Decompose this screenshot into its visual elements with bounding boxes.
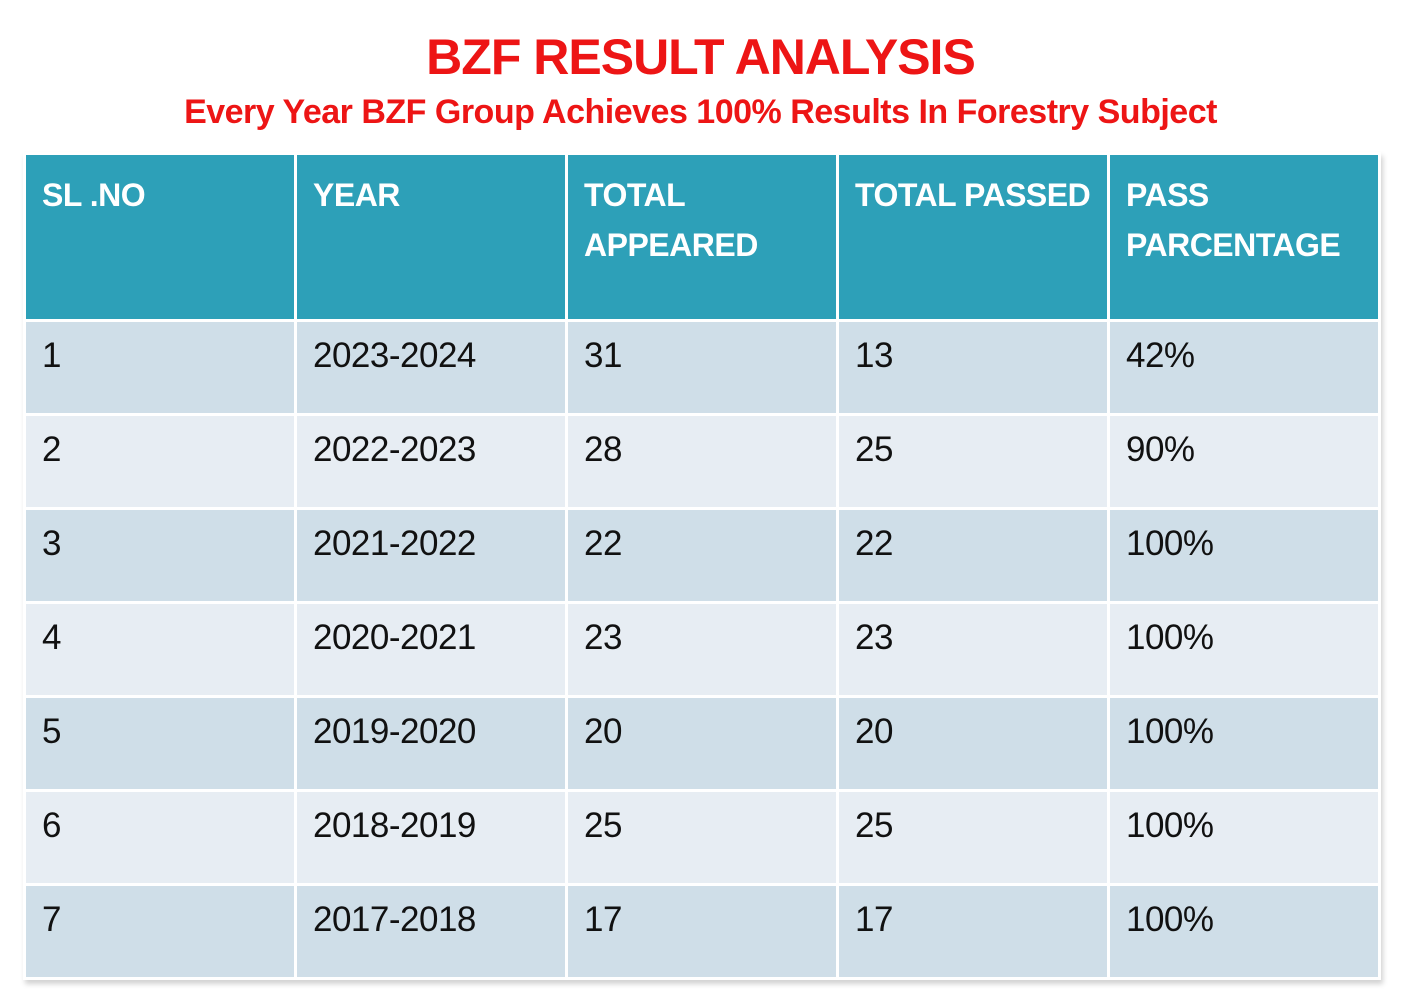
column-header: TOTAL APPEARED	[568, 155, 836, 319]
table-row: 2 2022-2023 28 25 90%	[26, 416, 1378, 507]
table-cell: 2022-2023	[297, 416, 565, 507]
table-cell: 100%	[1110, 886, 1378, 977]
table-row: 1 2023-2024 31 13 42%	[26, 322, 1378, 413]
table-cell: 2	[26, 416, 294, 507]
table-body: 1 2023-2024 31 13 42% 2 2022-2023 28 25 90% 3 2021-…	[26, 322, 1378, 977]
table-cell: 90%	[1110, 416, 1378, 507]
table-cell: 23	[839, 604, 1107, 695]
table-cell: 13	[839, 322, 1107, 413]
table-row: 6 2018-2019 25 25 100%	[26, 792, 1378, 883]
column-header: YEAR	[297, 155, 565, 319]
slide-subtitle: Every Year BZF Group Achieves 100% Resul…	[184, 93, 1217, 131]
table-cell: 100%	[1110, 792, 1378, 883]
table-cell: 100%	[1110, 510, 1378, 601]
table-row: 3 2021-2022 22 22 100%	[26, 510, 1378, 601]
table-cell: 3	[26, 510, 294, 601]
table-header: SL .NO YEAR TOTAL APPEARED TOTAL PASSED PASS…	[26, 155, 1378, 319]
table-cell: 23	[568, 604, 836, 695]
table-cell: 17	[568, 886, 836, 977]
table-cell: 22	[568, 510, 836, 601]
table-cell: 20	[568, 698, 836, 789]
table-cell: 2020-2021	[297, 604, 565, 695]
table-cell: 2018-2019	[297, 792, 565, 883]
table-cell: 2017-2018	[297, 886, 565, 977]
table-cell: 6	[26, 792, 294, 883]
table-cell: 2021-2022	[297, 510, 565, 601]
table-row: 4 2020-2021 23 23 100%	[26, 604, 1378, 695]
table-cell: 31	[568, 322, 836, 413]
table-cell: 25	[839, 792, 1107, 883]
table-cell: 2019-2020	[297, 698, 565, 789]
column-header: SL .NO	[26, 155, 294, 319]
table-cell: 25	[839, 416, 1107, 507]
table-cell: 1	[26, 322, 294, 413]
slide-title: BZF RESULT ANALYSIS	[426, 29, 976, 85]
table-cell: 42%	[1110, 322, 1378, 413]
table-cell: 100%	[1110, 698, 1378, 789]
results-table: SL .NO YEAR TOTAL APPEARED TOTAL PASSED PASS…	[23, 152, 1381, 980]
table-cell: 4	[26, 604, 294, 695]
table-cell: 100%	[1110, 604, 1378, 695]
table-cell: 28	[568, 416, 836, 507]
table-header-row: SL .NO YEAR TOTAL APPEARED TOTAL PASSED PASS…	[26, 155, 1378, 319]
table-cell: 5	[26, 698, 294, 789]
table-row: 5 2019-2020 20 20 100%	[26, 698, 1378, 789]
table-cell: 2023-2024	[297, 322, 565, 413]
table-cell: 22	[839, 510, 1107, 601]
column-header: TOTAL PASSED	[839, 155, 1107, 319]
table-cell: 7	[26, 886, 294, 977]
table-cell: 25	[568, 792, 836, 883]
table-cell: 17	[839, 886, 1107, 977]
table-cell: 20	[839, 698, 1107, 789]
table-row: 7 2017-2018 17 17 100%	[26, 886, 1378, 977]
column-header: PASS PARCENTAGE	[1110, 155, 1378, 319]
